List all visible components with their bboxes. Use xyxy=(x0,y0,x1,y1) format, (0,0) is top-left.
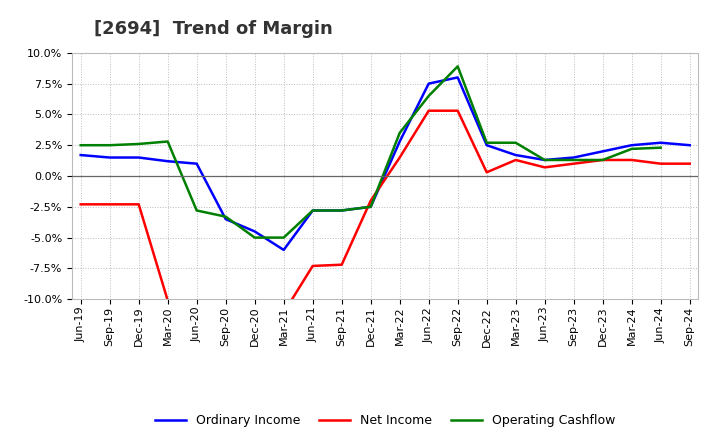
Ordinary Income xyxy=(76,152,85,158)
Operating Cashflow xyxy=(598,158,607,163)
Ordinary Income xyxy=(135,155,143,160)
Net Income xyxy=(454,108,462,114)
Net Income xyxy=(308,263,317,268)
Operating Cashflow xyxy=(105,143,114,148)
Net Income xyxy=(541,165,549,170)
Operating Cashflow xyxy=(366,204,375,209)
Operating Cashflow xyxy=(395,130,404,136)
Ordinary Income xyxy=(163,158,172,164)
Ordinary Income xyxy=(221,216,230,222)
Ordinary Income xyxy=(685,143,694,148)
Net Income xyxy=(685,161,694,166)
Net Income xyxy=(570,161,578,166)
Operating Cashflow xyxy=(424,93,433,99)
Legend: Ordinary Income, Net Income, Operating Cashflow: Ordinary Income, Net Income, Operating C… xyxy=(150,409,621,432)
Net Income xyxy=(221,300,230,305)
Line: Operating Cashflow: Operating Cashflow xyxy=(81,66,661,238)
Operating Cashflow xyxy=(163,139,172,144)
Operating Cashflow xyxy=(192,208,201,213)
Ordinary Income xyxy=(570,155,578,160)
Operating Cashflow xyxy=(570,158,578,163)
Ordinary Income xyxy=(338,208,346,213)
Operating Cashflow xyxy=(541,158,549,163)
Ordinary Income xyxy=(541,158,549,163)
Operating Cashflow xyxy=(511,140,520,145)
Net Income xyxy=(279,310,288,315)
Net Income xyxy=(105,202,114,207)
Net Income xyxy=(366,198,375,203)
Net Income xyxy=(163,298,172,303)
Net Income xyxy=(482,170,491,175)
Net Income xyxy=(598,158,607,163)
Operating Cashflow xyxy=(454,64,462,69)
Ordinary Income xyxy=(105,155,114,160)
Operating Cashflow xyxy=(135,141,143,147)
Ordinary Income xyxy=(395,139,404,144)
Net Income xyxy=(627,158,636,163)
Line: Ordinary Income: Ordinary Income xyxy=(81,77,690,250)
Net Income xyxy=(251,306,259,312)
Net Income xyxy=(511,158,520,163)
Ordinary Income xyxy=(251,229,259,234)
Ordinary Income xyxy=(627,143,636,148)
Operating Cashflow xyxy=(657,145,665,150)
Ordinary Income xyxy=(366,204,375,209)
Net Income xyxy=(135,202,143,207)
Operating Cashflow xyxy=(251,235,259,240)
Operating Cashflow xyxy=(482,140,491,145)
Ordinary Income xyxy=(308,208,317,213)
Ordinary Income xyxy=(482,143,491,148)
Ordinary Income xyxy=(424,81,433,86)
Text: [2694]  Trend of Margin: [2694] Trend of Margin xyxy=(94,20,333,38)
Operating Cashflow xyxy=(338,208,346,213)
Operating Cashflow xyxy=(308,208,317,213)
Ordinary Income xyxy=(454,75,462,80)
Net Income xyxy=(76,202,85,207)
Net Income xyxy=(395,155,404,160)
Net Income xyxy=(657,161,665,166)
Operating Cashflow xyxy=(627,146,636,151)
Net Income xyxy=(338,262,346,268)
Ordinary Income xyxy=(192,161,201,166)
Ordinary Income xyxy=(598,149,607,154)
Net Income xyxy=(424,108,433,114)
Line: Net Income: Net Income xyxy=(81,111,690,313)
Net Income xyxy=(192,300,201,305)
Operating Cashflow xyxy=(221,214,230,219)
Operating Cashflow xyxy=(76,143,85,148)
Ordinary Income xyxy=(511,152,520,158)
Ordinary Income xyxy=(279,247,288,253)
Ordinary Income xyxy=(657,140,665,145)
Operating Cashflow xyxy=(279,235,288,240)
